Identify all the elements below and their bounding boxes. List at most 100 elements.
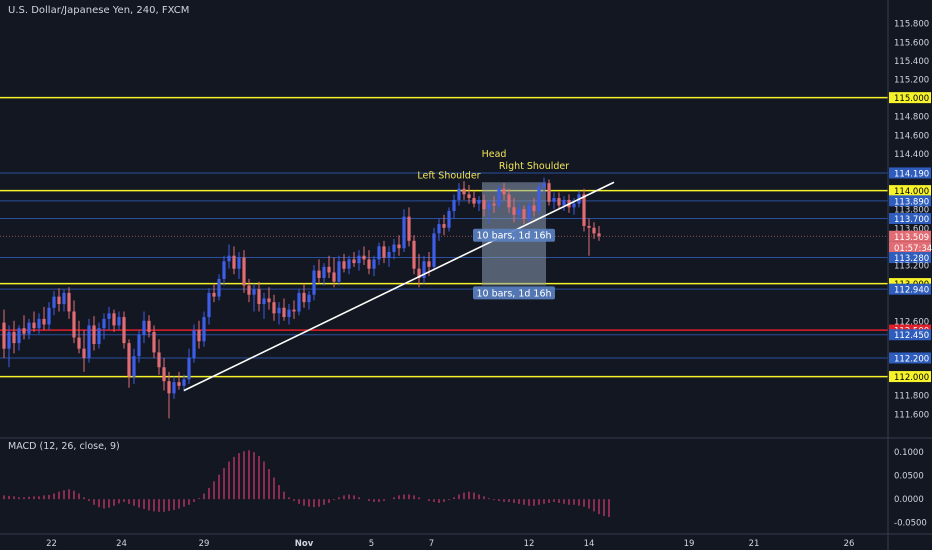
horizontal-levels	[0, 96, 888, 378]
candle-body	[237, 257, 241, 269]
candle-body	[122, 317, 126, 344]
candle	[222, 255, 226, 286]
candle-body	[102, 318, 106, 329]
candle-body	[142, 320, 146, 335]
time-axis[interactable]: 22 24 29 Nov 5 7 12 14 19 21 26	[46, 539, 854, 549]
candle-body	[367, 259, 371, 269]
candle-body	[112, 313, 116, 326]
candle-body	[547, 183, 551, 202]
annotation-left-shoulder: Left Shoulder	[417, 171, 480, 182]
candle-body	[282, 307, 286, 318]
candle-body	[247, 285, 251, 295]
candle	[342, 253, 346, 273]
price-axis-label: 115.800	[894, 20, 929, 30]
candle	[57, 288, 61, 312]
candle-body	[62, 292, 66, 305]
time-axis-label: Nov	[295, 539, 314, 549]
candle-body	[532, 205, 536, 212]
candle	[502, 183, 506, 200]
candle	[27, 318, 31, 340]
candle-body	[37, 318, 41, 329]
candle	[337, 255, 341, 286]
price-axis-label: 114.400	[894, 150, 929, 160]
candle-body	[132, 356, 136, 377]
candle	[487, 199, 491, 225]
candle	[192, 324, 196, 363]
price-axis-label: 115.200	[894, 76, 929, 86]
candle	[447, 207, 451, 232]
candle-body	[382, 246, 386, 258]
candle	[122, 311, 126, 349]
price-axis-label: 114.190	[894, 169, 929, 179]
candle	[472, 190, 476, 208]
price-axis-label: 113.600	[894, 224, 929, 234]
candle	[112, 309, 116, 332]
candle-body	[22, 328, 26, 334]
candle-body	[307, 294, 311, 303]
candle-body	[212, 292, 216, 297]
candle-body	[67, 292, 71, 312]
candle-body	[127, 343, 131, 377]
annotation-head: Head	[482, 149, 507, 160]
time-axis-label: 19	[684, 539, 695, 549]
price-axis-label: 113.200	[894, 261, 929, 271]
price-axis-label: 112.600	[894, 317, 929, 327]
candle	[142, 311, 146, 344]
candle	[387, 246, 391, 267]
price-axis-label: 113.509	[894, 233, 929, 243]
candle-body	[357, 255, 361, 264]
candle	[392, 238, 396, 260]
candle	[307, 291, 311, 310]
candle	[397, 235, 401, 256]
price-label-badge	[889, 252, 931, 264]
time-axis-label: 7	[429, 539, 434, 549]
candle	[262, 292, 266, 319]
candle-body	[57, 296, 61, 305]
trendline[interactable]	[183, 181, 615, 392]
candle-body	[412, 240, 416, 269]
macd-axis-label: 0.0000	[894, 495, 924, 505]
candle-body	[572, 203, 576, 208]
candle-body	[92, 325, 96, 345]
candle	[7, 325, 11, 368]
candle	[547, 179, 551, 206]
candle-body	[487, 203, 491, 210]
price-axis-label: 113.800	[894, 206, 929, 216]
candle	[137, 330, 141, 363]
candle-body	[527, 205, 531, 219]
candle	[282, 298, 286, 321]
time-axis-label: 24	[116, 539, 127, 549]
candle	[82, 330, 86, 372]
candle-body	[147, 320, 151, 332]
price-axis[interactable]: 115.800 115.600 115.400 115.200 115.000 114.8…	[889, 20, 932, 421]
macd-axis[interactable]: 0.1000 0.0500 0.0000 -0.0500	[894, 448, 927, 528]
candle-body	[482, 199, 486, 210]
candle-body	[402, 216, 406, 249]
price-axis-label: 114.600	[894, 131, 929, 141]
price-label-badge	[889, 278, 931, 290]
candle-body	[167, 381, 171, 394]
trendline-group[interactable]	[183, 181, 615, 392]
candle	[157, 339, 161, 375]
candle-body	[272, 302, 276, 314]
candle	[252, 283, 256, 312]
candle	[422, 255, 426, 284]
candle-body	[217, 278, 221, 297]
candle	[207, 288, 211, 325]
candle-body	[452, 199, 456, 212]
candle	[182, 374, 186, 392]
candle	[52, 291, 56, 316]
candle	[432, 227, 436, 271]
candle	[132, 348, 136, 385]
candle	[72, 300, 76, 344]
candle-body	[537, 186, 541, 212]
price-label-badge	[889, 167, 931, 179]
candle-body	[427, 261, 431, 267]
candle-body	[47, 307, 51, 325]
candle	[357, 250, 361, 271]
candle-body	[242, 257, 246, 286]
candle	[277, 302, 281, 325]
candle-body	[477, 199, 481, 204]
